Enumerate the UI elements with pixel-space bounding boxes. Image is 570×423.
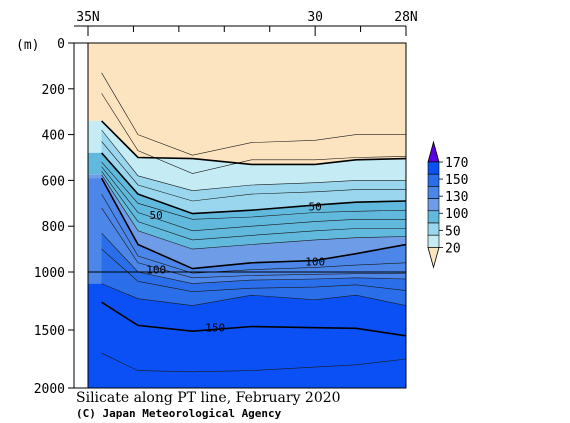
contour-line (101, 72, 406, 156)
colorbar-max-arrow (427, 140, 440, 163)
colorbar-band (427, 198, 440, 212)
colorbar-band (427, 210, 440, 224)
thin-contours (101, 72, 406, 373)
y-tick-label: 800 (42, 220, 65, 235)
contour-line (101, 207, 406, 279)
colorbar-band (427, 173, 440, 187)
contour-line (101, 166, 406, 232)
contour-label: 50 (150, 209, 163, 222)
depth-band (88, 178, 406, 306)
contour-labels: 50 50 100 100 150 (146, 201, 325, 335)
colorbar-label: 130 (445, 190, 468, 205)
y-axis: 0 200 400 600 800 1000 1500 2000 (34, 37, 88, 397)
x-axis: 35N 30 28N (74, 10, 418, 36)
x-tick-label: 28N (394, 10, 417, 25)
depth-band (88, 43, 406, 165)
y-tick-label: 1500 (34, 324, 65, 339)
colorbar-band (427, 186, 440, 199)
contour-line (101, 93, 406, 174)
plot-frame (87, 42, 407, 389)
colorbar: 170 150 130 100 50 20 (427, 140, 468, 269)
contour-line-bold (100, 177, 406, 270)
y-tick-label: 0 (57, 37, 65, 52)
contour-line (101, 352, 406, 373)
chart-credit: (C) Japan Meteorological Agency (76, 407, 282, 420)
depth-bands (88, 43, 406, 388)
contour-label: 50 (309, 201, 322, 214)
contour-line (101, 129, 406, 192)
depth-band (101, 233, 406, 306)
colorbar-label: 150 (445, 173, 468, 188)
colorbar-label: 50 (445, 224, 461, 239)
contour-line-bold (101, 301, 406, 337)
depth-band (88, 174, 406, 269)
contour-label: 100 (146, 264, 166, 277)
contour-label: 100 (305, 256, 325, 269)
contour-line (101, 141, 406, 202)
contour-line (101, 174, 406, 250)
depth-band (101, 130, 406, 214)
y-tick-label: 400 (42, 129, 65, 144)
contour-line-bold (101, 120, 406, 166)
colorbar-label: 100 (445, 207, 468, 222)
colorbar-label: 170 (445, 156, 468, 171)
plot-border (87, 42, 407, 389)
colorbar-band (427, 161, 440, 175)
contour-line (101, 283, 406, 306)
contour-line (101, 248, 406, 293)
contour-line (101, 193, 406, 274)
bold-contours (100, 120, 406, 337)
colorbar-band (427, 234, 440, 248)
chart-title: Silicate along PT line, February 2020 (76, 390, 341, 406)
contour-label: 150 (205, 322, 225, 335)
y-axis-label: (m) (16, 38, 39, 53)
x-tick-label: 35N (76, 10, 99, 25)
colorbar-label: 20 (445, 241, 461, 256)
colorbar-min-arrow (427, 246, 440, 269)
y-tick-label: 200 (42, 83, 65, 98)
y-tick-label: 1000 (34, 266, 65, 281)
depth-band (88, 152, 406, 250)
y-tick-label: 600 (42, 174, 65, 189)
contour-line (101, 171, 406, 241)
contour-line (101, 161, 406, 220)
contour-line-bold (101, 152, 406, 215)
depth-band (88, 283, 406, 388)
x-tick-label: 30 (307, 10, 323, 25)
y-tick-label: 2000 (34, 382, 65, 397)
colorbar-band (427, 222, 440, 236)
